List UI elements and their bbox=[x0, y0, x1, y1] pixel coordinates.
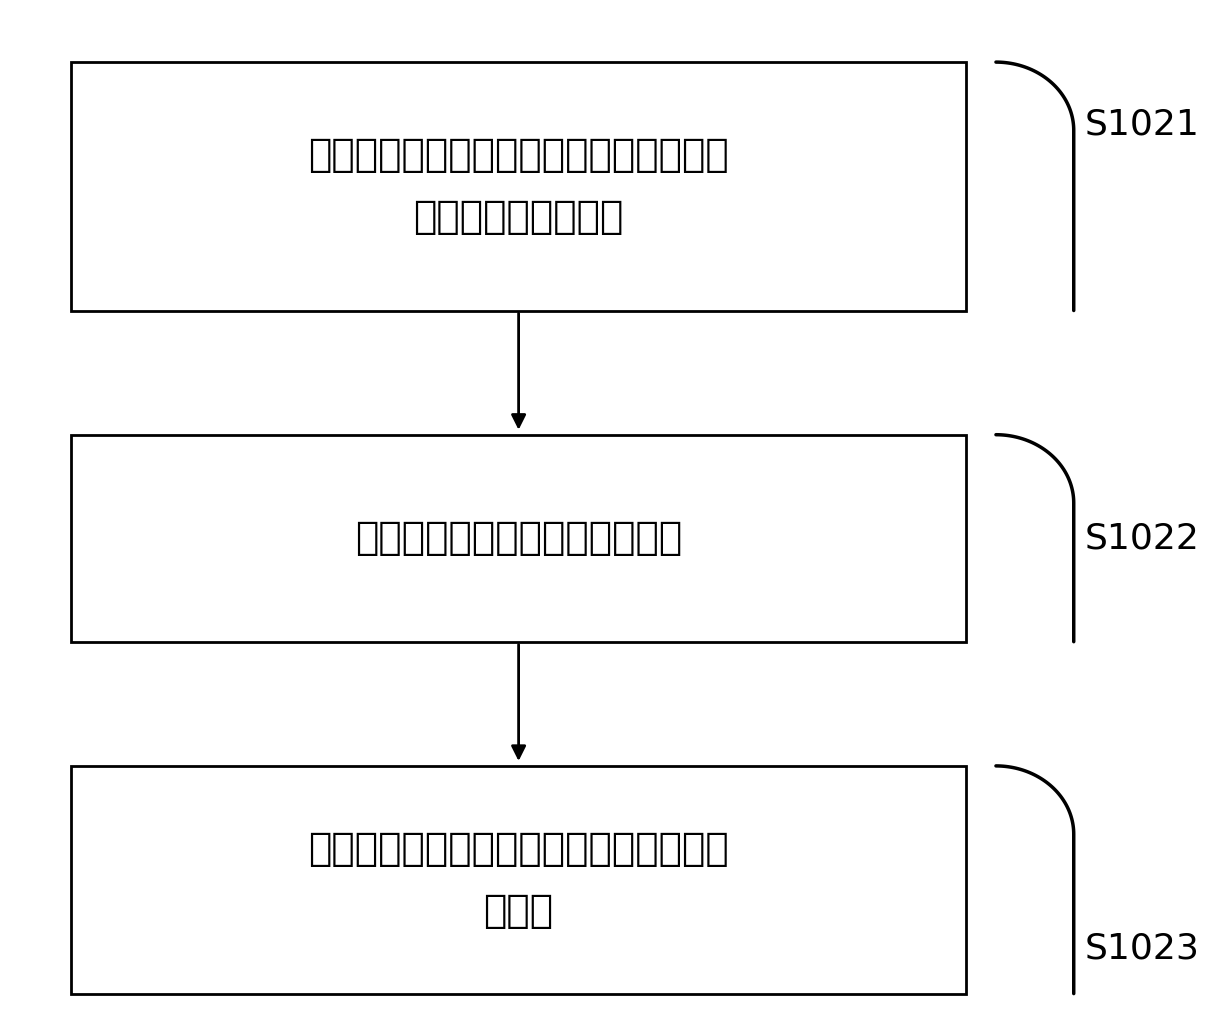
Text: S1021: S1021 bbox=[1084, 108, 1200, 141]
Text: 计算多个第一物理参数的平均値: 计算多个第一物理参数的平均値 bbox=[354, 520, 682, 557]
FancyBboxPatch shape bbox=[71, 435, 967, 642]
Text: 基于最大差値绝对値及平均値确定基准物
理参数: 基于最大差値绝对値及平均値确定基准物 理参数 bbox=[308, 830, 730, 929]
FancyBboxPatch shape bbox=[71, 62, 967, 310]
Text: S1022: S1022 bbox=[1084, 522, 1200, 555]
Text: S1023: S1023 bbox=[1084, 932, 1200, 965]
Text: 确定第一物理参数的差値，得到差値绝对
値和最大差値绝对値: 确定第一物理参数的差値，得到差値绝对 値和最大差値绝对値 bbox=[308, 137, 730, 236]
FancyBboxPatch shape bbox=[71, 766, 967, 994]
